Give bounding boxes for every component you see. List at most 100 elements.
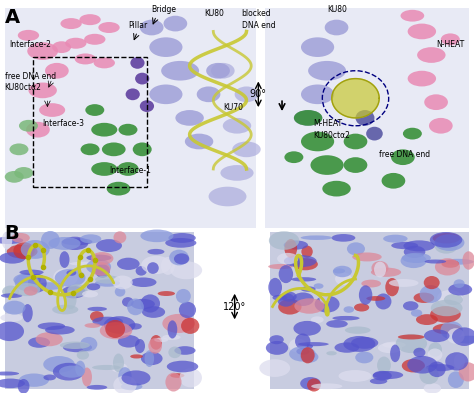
Ellipse shape [298,342,329,346]
Ellipse shape [84,34,105,45]
Ellipse shape [27,42,58,60]
Ellipse shape [5,171,24,183]
Ellipse shape [18,379,29,393]
Ellipse shape [165,373,182,391]
Ellipse shape [14,167,33,179]
Ellipse shape [24,286,37,296]
Ellipse shape [300,377,321,390]
Text: free DNA end: free DNA end [5,72,56,81]
FancyBboxPatch shape [5,232,194,389]
Ellipse shape [100,322,132,339]
Ellipse shape [141,352,163,365]
Ellipse shape [356,110,374,126]
Ellipse shape [62,237,88,250]
Ellipse shape [383,342,406,348]
Ellipse shape [104,316,136,334]
Ellipse shape [87,385,107,390]
Text: N-HEAT: N-HEAT [436,40,465,49]
Ellipse shape [456,336,474,343]
Ellipse shape [294,110,322,126]
Ellipse shape [45,325,75,334]
Ellipse shape [170,373,184,378]
Ellipse shape [90,311,104,322]
Ellipse shape [2,286,19,298]
Ellipse shape [3,301,26,315]
Ellipse shape [344,134,367,149]
Ellipse shape [301,84,334,104]
Ellipse shape [117,162,138,176]
Ellipse shape [65,290,77,309]
Ellipse shape [424,383,441,393]
Ellipse shape [1,293,22,298]
Ellipse shape [347,242,365,255]
Ellipse shape [80,14,100,25]
Ellipse shape [0,321,24,341]
Ellipse shape [209,187,246,206]
Ellipse shape [325,20,348,35]
Ellipse shape [345,327,371,334]
Text: 90°: 90° [250,89,267,99]
Ellipse shape [428,362,446,377]
Bar [33,57,147,187]
Ellipse shape [169,250,189,265]
Ellipse shape [44,375,56,380]
Ellipse shape [130,277,156,287]
Ellipse shape [374,262,386,277]
Ellipse shape [344,157,367,173]
Ellipse shape [211,63,235,79]
Ellipse shape [430,306,461,323]
Ellipse shape [48,237,81,250]
Ellipse shape [268,278,282,297]
Ellipse shape [447,328,465,344]
Ellipse shape [150,335,162,350]
Ellipse shape [197,86,220,102]
Text: B: B [5,224,19,243]
Ellipse shape [452,327,474,346]
Ellipse shape [130,57,145,69]
Ellipse shape [333,268,345,274]
Ellipse shape [440,321,463,339]
Ellipse shape [424,329,449,342]
Ellipse shape [52,305,78,314]
Ellipse shape [361,280,381,287]
Ellipse shape [86,255,111,261]
Ellipse shape [162,334,181,340]
Ellipse shape [141,256,171,274]
Ellipse shape [28,337,50,348]
Ellipse shape [300,344,313,349]
Ellipse shape [21,240,50,259]
Ellipse shape [389,279,419,287]
Ellipse shape [7,244,37,259]
Ellipse shape [429,118,453,134]
Ellipse shape [28,83,57,98]
Ellipse shape [463,251,474,270]
Ellipse shape [279,265,293,283]
Ellipse shape [352,252,382,261]
Ellipse shape [82,290,98,298]
Ellipse shape [128,323,142,330]
Text: KU80ctα2: KU80ctα2 [5,83,42,92]
Ellipse shape [96,239,122,252]
Ellipse shape [296,348,310,355]
Ellipse shape [403,301,419,310]
Ellipse shape [319,292,330,304]
Ellipse shape [322,181,351,196]
Ellipse shape [154,338,168,342]
Ellipse shape [95,275,120,284]
Ellipse shape [168,347,181,358]
Ellipse shape [170,261,202,279]
Ellipse shape [289,338,307,353]
Ellipse shape [366,127,383,140]
Ellipse shape [284,151,303,163]
Ellipse shape [176,289,191,303]
Ellipse shape [413,348,426,357]
Ellipse shape [28,274,47,292]
Ellipse shape [424,276,440,289]
Ellipse shape [67,284,88,297]
Ellipse shape [39,103,65,117]
Ellipse shape [284,239,297,258]
Ellipse shape [371,268,401,277]
Ellipse shape [220,165,254,181]
Ellipse shape [454,279,465,288]
Ellipse shape [433,323,462,334]
